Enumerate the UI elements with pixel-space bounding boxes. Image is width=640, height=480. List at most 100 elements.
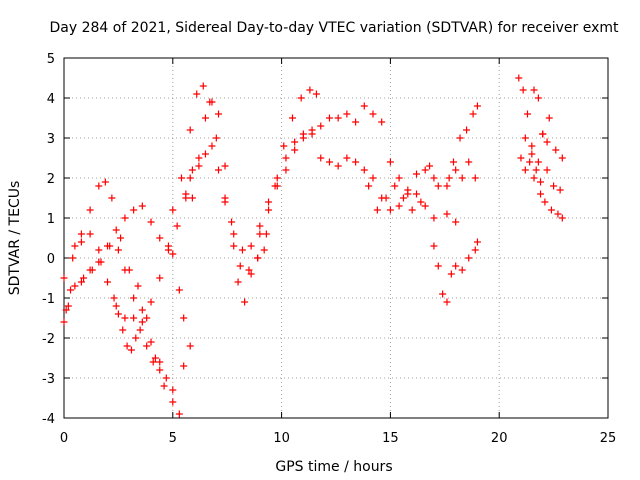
data-point [234,278,242,286]
data-point [130,294,138,302]
data-point [247,270,255,278]
data-point [450,158,458,166]
data-point [121,266,129,274]
data-point [273,174,281,182]
series-track-12 [386,158,438,222]
data-point [230,242,238,250]
data-point [169,386,177,394]
data-point [245,266,253,274]
data-point [136,326,144,334]
data-point [265,206,273,214]
data-point [77,238,85,246]
series-track-9 [256,102,386,238]
data-point [550,182,558,190]
data-point [112,302,120,310]
data-point [343,154,351,162]
data-point [317,122,325,130]
data-point [186,342,194,350]
data-point [282,154,290,162]
data-point [108,194,116,202]
data-point [147,298,155,306]
data-point [188,194,196,202]
data-point [273,182,281,190]
marks-layer [60,74,566,418]
data-point [256,222,264,230]
data-point [523,110,531,118]
data-point [80,274,88,282]
data-point [558,154,566,162]
series-track-3 [60,174,194,322]
data-point [123,342,131,350]
data-point [254,254,262,262]
data-point [365,182,373,190]
data-point [247,242,255,250]
data-point [458,266,466,274]
data-point [515,74,523,82]
x-tick-label: 0 [60,431,68,446]
data-point [193,90,201,98]
data-point [201,150,209,158]
data-point [147,338,155,346]
data-point [421,166,429,174]
y-tick-label: 4 [47,92,55,107]
data-point [530,174,538,182]
x-tick-label: 20 [491,431,508,446]
series-track-18 [521,134,564,194]
data-point [86,230,94,238]
data-point [114,310,122,318]
data-point [517,154,525,162]
series-track-2 [67,202,188,322]
data-point [334,162,342,170]
data-point [308,130,316,138]
data-point [543,166,551,174]
x-axis-label: GPS time / hours [275,459,392,475]
data-point [132,334,140,342]
data-point [413,190,421,198]
data-point [443,298,451,306]
data-point [282,166,290,174]
data-point [186,126,194,134]
data-point [413,170,421,178]
data-point [465,158,473,166]
y-tick-label: -1 [42,292,55,307]
data-point [456,134,464,142]
data-point [452,262,460,270]
data-point [208,98,216,106]
data-point [386,158,394,166]
series-track-19 [530,86,551,146]
series-track-10 [317,154,438,214]
data-point [143,342,151,350]
data-point [297,94,305,102]
series-track-17 [517,114,566,174]
data-point [539,130,547,138]
data-point [395,202,403,210]
data-point [147,218,155,226]
data-point [169,250,177,258]
data-point [130,206,138,214]
data-point [173,222,181,230]
data-point [228,218,236,226]
y-tick-label: 1 [47,212,55,227]
data-point [186,174,194,182]
data-point [95,182,103,190]
data-point [382,194,390,202]
data-point [60,318,68,326]
data-point [256,230,264,238]
data-point [195,154,203,162]
data-point [547,206,555,214]
data-point [421,202,429,210]
data-point [265,198,273,206]
data-point [532,166,540,174]
data-point [443,182,451,190]
data-point [408,206,416,214]
data-point [360,166,368,174]
data-point [537,178,545,186]
x-tick-label: 15 [382,431,399,446]
data-point [280,142,288,150]
data-point [199,82,207,90]
data-point [138,318,146,326]
data-point [552,146,560,154]
y-tick-label: 0 [47,252,55,267]
data-point [469,110,477,118]
data-point [554,210,562,218]
